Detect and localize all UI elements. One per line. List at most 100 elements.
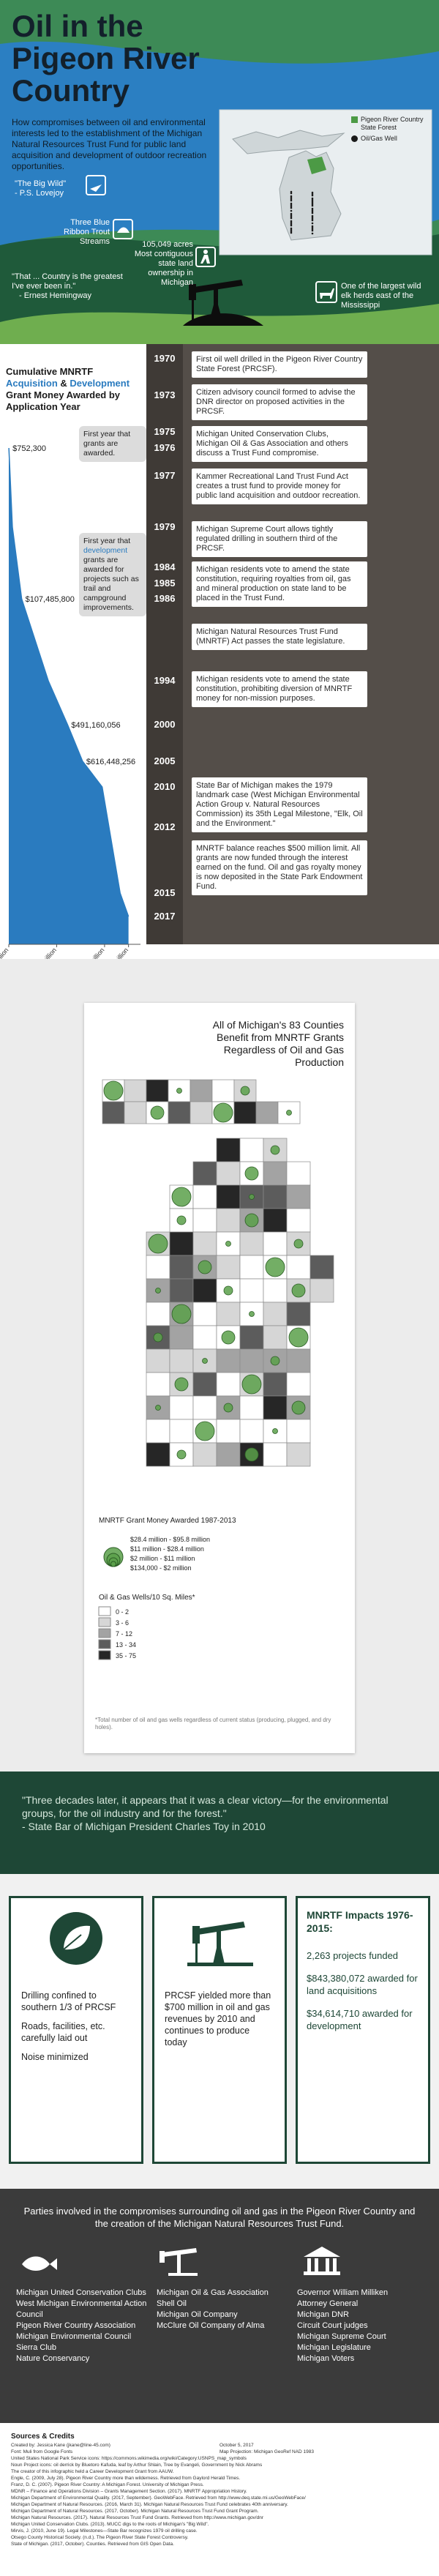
- well-dot: [290, 190, 293, 193]
- party-name: Michigan DNR: [297, 2310, 349, 2319]
- chart-title-part: Grant Money Awarded by Application Year: [6, 389, 121, 412]
- acres-text: Most contiguous state land ownership in …: [134, 250, 193, 287]
- credit-row: Created by: Jessica Kane (jkane@line-45.…: [11, 2442, 428, 2449]
- timeline-year: 2005: [154, 755, 176, 766]
- county: [169, 1255, 194, 1280]
- grant-circle: [270, 1145, 280, 1155]
- county: [146, 1419, 170, 1444]
- grant-circle: [291, 1400, 306, 1415]
- county: [169, 1395, 194, 1420]
- big-wild-author: - P.S. Lovejoy: [15, 189, 64, 198]
- source-line: Noun Project icons: oil derrick by Bluet…: [11, 2463, 263, 2468]
- well-dot: [290, 206, 293, 209]
- annotation-part: First year that grants are awarded.: [83, 430, 131, 458]
- well-dot: [311, 191, 314, 194]
- well-dot: [290, 223, 293, 225]
- legend-item: Oil/Gas Well: [351, 135, 428, 143]
- party-name: Michigan United Conservation Clubs: [16, 2288, 146, 2297]
- legend-label: Oil/Gas Well: [361, 135, 397, 142]
- timeline-event: Michigan Natural Resources Trust Fund (M…: [192, 624, 367, 650]
- county: [216, 1255, 241, 1280]
- well-dot: [311, 197, 314, 200]
- hemingway: "That ... Country is the greatest I've e…: [12, 272, 136, 301]
- well-dot: [290, 220, 293, 223]
- value-label: $107,485,800: [26, 595, 75, 604]
- county: [146, 1442, 170, 1467]
- county: [263, 1184, 288, 1209]
- county: [216, 1419, 241, 1444]
- well-dot: [311, 193, 314, 195]
- grant-circle: [223, 1403, 233, 1413]
- county: [146, 1302, 170, 1326]
- source-line: Mirvis, J. (2010, June 19). Legal Milest…: [11, 2528, 198, 2534]
- timeline-year: 1985: [154, 578, 176, 589]
- county: [286, 1419, 311, 1444]
- legend-label: $2 million - $11 million: [130, 1555, 195, 1562]
- grant-circle: [198, 1260, 212, 1274]
- map-title: All of Michigan's 83 Counties Benefit fr…: [212, 1019, 344, 1068]
- county-map: MNRTF Grant Money Awarded 1987-2013 $28.4…: [98, 1079, 334, 1660]
- legend-label: 0 - 2: [116, 1608, 129, 1616]
- source-line: Otsego County Historical Society. (n.d.)…: [11, 2535, 189, 2540]
- well-dot: [311, 204, 314, 207]
- intro: How compromises between oil and environm…: [12, 117, 207, 171]
- county: [146, 1079, 169, 1102]
- grant-circle: [270, 1356, 280, 1366]
- county: [192, 1184, 217, 1209]
- county: [146, 1255, 170, 1280]
- grant-circle: [176, 1215, 187, 1225]
- county: [216, 1442, 241, 1467]
- county: [263, 1208, 288, 1233]
- county: [286, 1442, 311, 1467]
- county: [263, 1161, 288, 1186]
- source-line: The creator of this infographic held a C…: [11, 2469, 174, 2474]
- legend-label: 3 - 6: [116, 1619, 129, 1627]
- county: [192, 1302, 217, 1326]
- well-dot: [290, 231, 293, 234]
- county: [192, 1278, 217, 1303]
- card-text: PRCSF yielded more than $700 million in …: [165, 1990, 271, 2047]
- revenue-card: PRCSF yielded more than $700 million in …: [152, 1896, 287, 2164]
- sources: Sources & Credits Created by: Jessica Ka…: [11, 2432, 428, 2547]
- county: [216, 1302, 241, 1326]
- county: [216, 1208, 241, 1233]
- header-background: [0, 0, 439, 344]
- party-name: Nature Conservancy: [16, 2354, 90, 2363]
- well-dot: [311, 228, 314, 231]
- legend-swatch: [98, 1628, 111, 1638]
- card-title: MNRTF Impacts 1976-2015:: [307, 1909, 413, 1934]
- environment-card: Drilling confined to southern 1/3 of PRC…: [9, 1896, 143, 2164]
- hemingway-quote: "That ... Country is the greatest I've e…: [12, 272, 123, 291]
- source-line: Michigan Department of Natural Resources…: [11, 2502, 288, 2507]
- county: [190, 1101, 213, 1124]
- county: [239, 1278, 264, 1303]
- well-dot: [311, 232, 314, 235]
- source-line: MDNR – Finance and Operations Division –…: [11, 2489, 247, 2494]
- county: [286, 1348, 311, 1373]
- county: [211, 1079, 235, 1102]
- county: [239, 1255, 264, 1280]
- county: [286, 1302, 311, 1326]
- source-line: Michigan United Conservation Clubs. (201…: [11, 2522, 209, 2527]
- timeline-event: Michigan United Conservation Clubs, Mich…: [192, 426, 367, 462]
- chart-title-part: &: [57, 378, 70, 389]
- timeline-year: 1976: [154, 442, 176, 453]
- grant-circle: [171, 1187, 192, 1207]
- timeline-event: State Bar of Michigan makes the 1979 lan…: [192, 777, 367, 832]
- legend-circle: [110, 1561, 116, 1567]
- well-dot: [290, 205, 293, 208]
- grant-circle: [244, 1447, 259, 1462]
- credit: October 5, 2017: [220, 2443, 254, 2448]
- county: [168, 1101, 191, 1124]
- legend-title: MNRTF Grant Money Awarded 1987-2013: [99, 1517, 236, 1525]
- legend-swatch: [351, 135, 358, 142]
- county: [239, 1348, 264, 1373]
- timeline-year-column: [146, 344, 183, 944]
- well-dot: [311, 201, 314, 204]
- well-dot: [311, 217, 314, 220]
- well-dot: [311, 225, 314, 228]
- well-dot: [290, 204, 293, 206]
- locator-legend: Pigeon River Country State Forest Oil/Gas…: [351, 116, 428, 146]
- chart-title-part: Development: [70, 378, 130, 389]
